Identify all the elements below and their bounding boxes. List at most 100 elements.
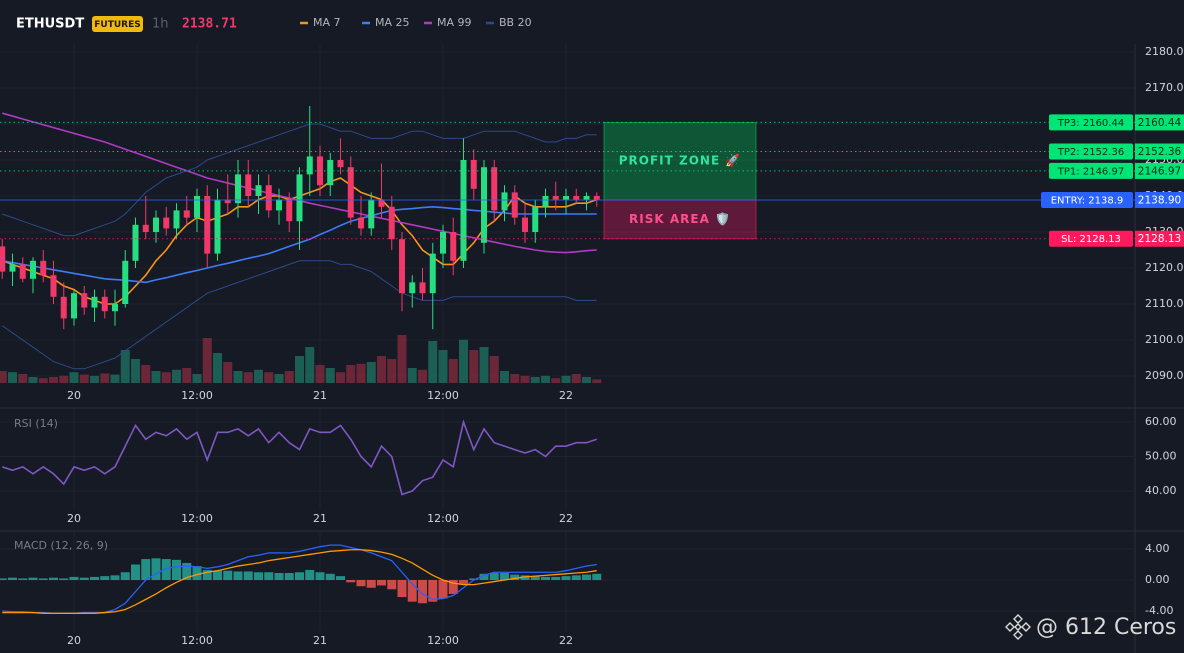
candle-body	[470, 160, 477, 189]
volume-bar	[500, 371, 509, 383]
histogram-bar	[571, 575, 581, 580]
x-tick-label: 12:00	[181, 634, 213, 647]
volume-bar	[407, 368, 417, 383]
watermark: @ 612 Ceros	[1036, 615, 1176, 640]
histogram-bar	[428, 580, 438, 602]
volume-bar	[438, 350, 448, 383]
histogram-bar	[489, 573, 499, 580]
volume-bar	[110, 374, 120, 383]
histogram-bar	[254, 572, 263, 580]
histogram-bar	[387, 580, 397, 590]
histogram-bar	[233, 571, 243, 580]
last-price: 2138.71	[182, 17, 237, 32]
zone	[603, 121, 757, 201]
volume-bar	[356, 363, 366, 383]
candle-body	[60, 296, 67, 319]
volume-bar	[387, 359, 397, 383]
legend-label: MA 99	[437, 16, 472, 29]
candle-body	[153, 217, 159, 232]
volume-bar	[79, 374, 89, 383]
histogram-bar	[8, 577, 17, 580]
level-tag-bg	[1041, 191, 1133, 208]
level-tag-bg	[1049, 162, 1133, 179]
histogram-bar	[582, 574, 591, 580]
candle-body	[399, 239, 405, 294]
volume-bar	[592, 379, 602, 383]
candle-body	[573, 196, 580, 200]
histogram-bar	[79, 577, 89, 580]
level-tag: TP1: 2146.97	[1057, 166, 1124, 177]
candle-body	[71, 293, 77, 319]
histogram-bar	[530, 576, 540, 580]
volume-bar	[459, 339, 468, 383]
candle-body	[265, 185, 272, 211]
bb-upper	[2, 123, 597, 237]
price-tag: 2152.36	[1138, 146, 1182, 158]
x-tick-label: 12:00	[181, 389, 213, 402]
symbol: ETHUSDT	[16, 17, 84, 32]
candle-body	[122, 260, 129, 304]
volume-bar	[100, 373, 110, 383]
histogram-bar	[182, 562, 192, 580]
histogram-bar	[500, 573, 509, 580]
volume-bar	[182, 368, 192, 383]
candle-body	[563, 196, 569, 200]
volume-bar	[561, 375, 571, 383]
volume-bar	[141, 365, 151, 383]
histogram-bar	[284, 573, 294, 580]
histogram-bar	[172, 559, 181, 580]
candle-body	[491, 167, 498, 211]
histogram-bar	[192, 566, 202, 580]
x-tick-label: 12:00	[427, 634, 459, 647]
candle-body	[0, 246, 6, 272]
candle-body	[552, 196, 559, 200]
candle-body	[204, 196, 211, 254]
histogram-bar	[223, 570, 233, 580]
candle-body	[255, 185, 262, 196]
y-tick-label: 2120.00	[1145, 261, 1184, 274]
histogram-bar	[100, 576, 110, 580]
histogram-bar	[459, 580, 468, 585]
x-tick-label: 22	[559, 389, 573, 402]
candle-body	[142, 224, 149, 232]
legend-label: MA 7	[313, 16, 341, 29]
histogram-bar	[28, 577, 38, 580]
volume-bar	[172, 369, 181, 383]
candle-body	[132, 224, 139, 261]
histogram-bar	[305, 569, 315, 580]
volume-bar	[233, 371, 243, 383]
volume-bar	[49, 377, 58, 383]
candle-body	[245, 174, 252, 196]
candle-body	[224, 199, 231, 204]
histogram-bar	[377, 580, 386, 586]
y-tick-label: 40.00	[1145, 484, 1177, 497]
histogram-bar	[336, 576, 345, 580]
volume-bar	[315, 365, 325, 383]
histogram-bar	[418, 580, 427, 604]
candle-body	[522, 217, 528, 232]
candle-body	[368, 199, 375, 229]
volume-bar	[151, 371, 161, 383]
candle-body	[81, 293, 88, 308]
candle-body	[419, 282, 426, 294]
volume-bar	[489, 356, 499, 383]
volume-bar	[69, 372, 79, 383]
volume-bar	[571, 374, 581, 383]
histogram-bar	[202, 569, 212, 580]
histogram-bar	[438, 580, 448, 599]
price-tag-bg	[1135, 230, 1184, 247]
candle-body	[50, 275, 57, 297]
histogram-bar	[551, 576, 561, 580]
volume-bar	[28, 377, 38, 383]
candle-body	[501, 192, 508, 211]
price-tag-bg	[1135, 114, 1184, 131]
y-tick-label: 4.00	[1145, 542, 1170, 555]
volume-bar	[213, 353, 222, 383]
candle-body	[532, 206, 539, 232]
candle-body	[450, 232, 457, 261]
volume-bar	[223, 362, 233, 383]
histogram-bar	[295, 572, 304, 580]
y-tick-label: 2100.00	[1145, 333, 1184, 346]
